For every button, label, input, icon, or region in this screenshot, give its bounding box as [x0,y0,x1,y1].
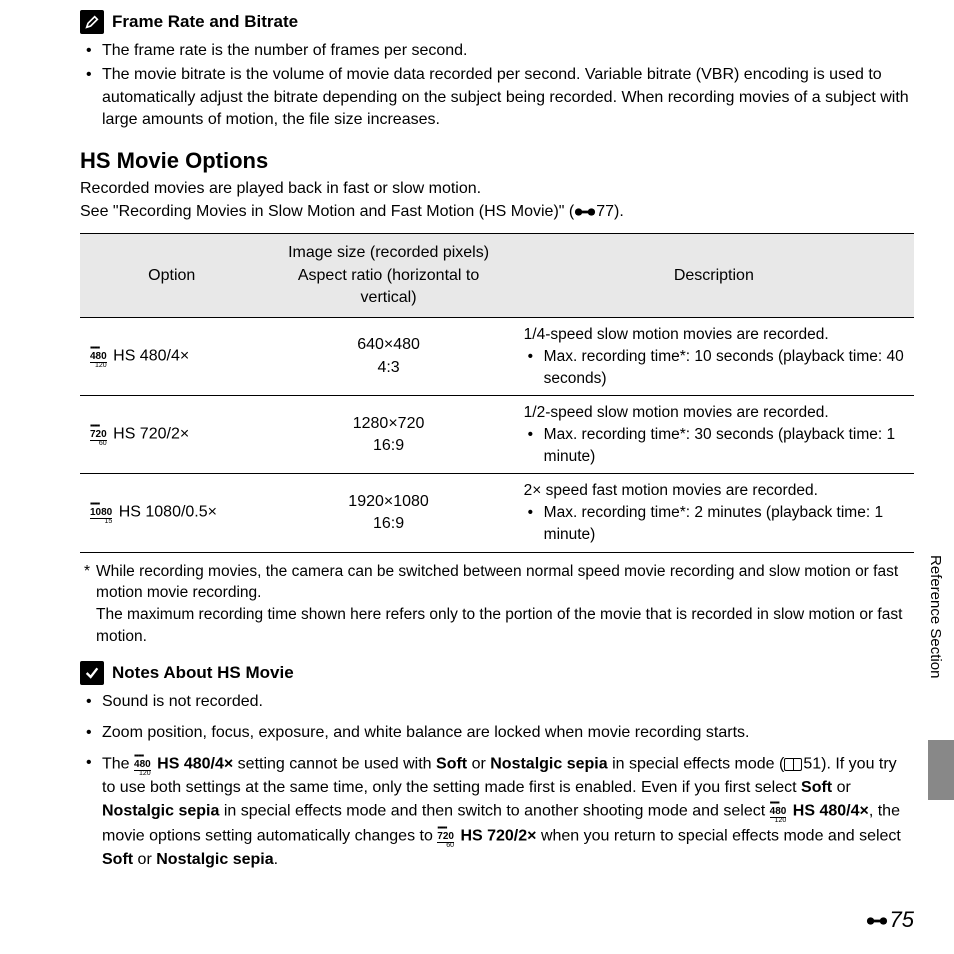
link-ref-icon [866,905,888,936]
frame-rate-header: Frame Rate and Bitrate [80,10,914,34]
mode-icon: ▪▪▪▪▪72060 [437,824,454,849]
frame-rate-bullets: The frame rate is the number of frames p… [80,40,914,132]
mode-icon: ▪▪▪▪▪480120 [90,344,107,369]
size-cell: 1280×72016:9 [263,396,513,474]
hs-options-table: Option Image size (recorded pixels) Aspe… [80,233,914,552]
mode-icon: ▪▪▪▪▪480120 [134,752,151,777]
table-row: ▪▪▪▪▪72060 HS 720/2×1280×72016:91/2-spee… [80,396,914,474]
option-cell: ▪▪▪▪▪480120 HS 480/4× [80,318,263,396]
note-item: Sound is not recorded. [86,691,914,713]
check-icon [80,661,104,685]
intro-line: Recorded movies are played back in fast … [80,178,914,200]
frame-rate-title: Frame Rate and Bitrate [112,10,298,34]
option-cell: ▪▪▪▪▪108015 HS 1080/0.5× [80,474,263,552]
intro-line: See "Recording Movies in Slow Motion and… [80,201,914,223]
mode-icon: ▪▪▪▪▪72060 [90,422,107,447]
table-header: Option [80,234,263,318]
link-ref-icon [574,203,596,220]
desc-cell: 1/4-speed slow motion movies are recorde… [514,318,914,396]
book-icon [784,758,802,771]
table-header: Image size (recorded pixels) Aspect rati… [263,234,513,318]
size-cell: 640×4804:3 [263,318,513,396]
pencil-icon [80,10,104,34]
note-item: Zoom position, focus, exposure, and whit… [86,722,914,744]
table-header: Description [514,234,914,318]
option-cell: ▪▪▪▪▪72060 HS 720/2× [80,396,263,474]
table-row: ▪▪▪▪▪480120 HS 480/4×640×4804:31/4-speed… [80,318,914,396]
bullet-item: The movie bitrate is the volume of movie… [86,64,914,131]
notes-title: Notes About HS Movie [112,661,294,685]
mode-icon: ▪▪▪▪▪480120 [770,799,787,824]
notes-header: Notes About HS Movie [80,661,914,685]
hs-intro: Recorded movies are played back in fast … [80,178,914,223]
bullet-item: The frame rate is the number of frames p… [86,40,914,62]
note-item: The ▪▪▪▪▪480120 HS 480/4× setting cannot… [86,752,914,872]
notes-list: Sound is not recorded. Zoom position, fo… [80,691,914,872]
size-cell: 1920×108016:9 [263,474,513,552]
desc-cell: 2× speed fast motion movies are recorded… [514,474,914,552]
hs-movie-title: HS Movie Options [80,146,914,177]
desc-cell: 1/2-speed slow motion movies are recorde… [514,396,914,474]
page-number: 75 [866,905,914,936]
footnote: * While recording movies, the camera can… [80,561,914,648]
side-tab [928,740,954,800]
mode-icon: ▪▪▪▪▪108015 [90,500,112,525]
reference-section-label: Reference Section [925,555,946,678]
table-row: ▪▪▪▪▪108015 HS 1080/0.5×1920×108016:92× … [80,474,914,552]
